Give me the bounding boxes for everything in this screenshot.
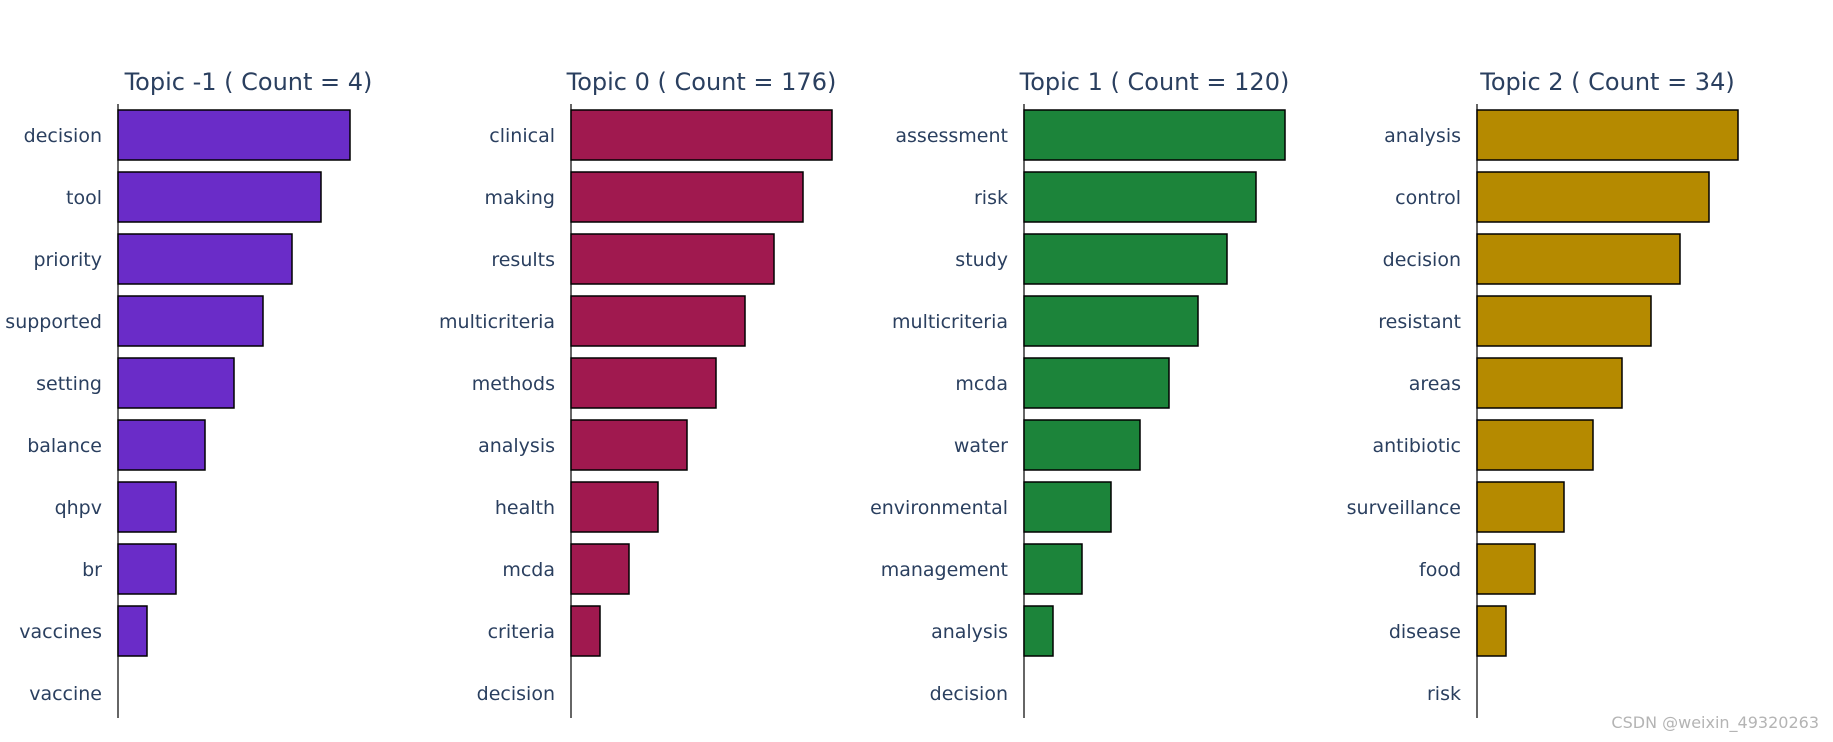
bar: [1476, 419, 1594, 471]
y-tick-label: health: [495, 497, 555, 519]
bar: [117, 357, 235, 409]
bar: [117, 419, 206, 471]
panel-title: Topic 2 ( Count = 34): [1479, 68, 1734, 96]
bar: [1023, 419, 1141, 471]
y-tick-label: qhpv: [55, 497, 102, 519]
y-tick-label: decision: [930, 683, 1008, 705]
y-tick-label: study: [955, 249, 1008, 271]
y-tick-label: setting: [36, 373, 102, 395]
panel-title: Topic 1 ( Count = 120): [1019, 68, 1290, 96]
y-tick-label: surveillance: [1347, 497, 1461, 519]
y-tick-label: criteria: [488, 621, 555, 643]
y-tick-label: management: [881, 559, 1008, 581]
bar: [1023, 171, 1257, 223]
y-tick-label: disease: [1389, 621, 1461, 643]
bar: [570, 605, 601, 657]
y-tick-label: environmental: [870, 497, 1008, 519]
y-tick-label: assessment: [895, 125, 1008, 147]
bar: [117, 109, 351, 161]
topic-panel-2: Topic 1 ( Count = 120) assessment risk stud…: [870, 68, 1289, 718]
y-tick-label: mcda: [955, 373, 1008, 395]
bar: [1476, 233, 1681, 285]
y-tick-label: clinical: [489, 125, 555, 147]
y-tick-label: water: [954, 435, 1008, 457]
bar: [570, 295, 746, 347]
bar: [570, 357, 717, 409]
y-tick-label: food: [1419, 559, 1461, 581]
y-tick-label: mcda: [502, 559, 555, 581]
bar: [570, 543, 630, 595]
y-tick-label: analysis: [931, 621, 1008, 643]
bar: [117, 543, 177, 595]
y-tick-label: decision: [477, 683, 555, 705]
bar: [1476, 481, 1565, 533]
bar: [117, 295, 264, 347]
bar: [570, 171, 804, 223]
bar: [117, 171, 322, 223]
y-tick-label: priority: [33, 249, 102, 271]
y-tick-label: resistant: [1378, 311, 1461, 333]
y-tick-label: balance: [27, 435, 102, 457]
y-tick-label: analysis: [478, 435, 555, 457]
y-tick-label: areas: [1409, 373, 1461, 395]
y-tick-label: risk: [974, 187, 1008, 209]
bar: [117, 233, 293, 285]
bar: [1476, 605, 1507, 657]
y-tick-label: analysis: [1384, 125, 1461, 147]
topic-panel-1: Topic 0 ( Count = 176) clinical making resu…: [439, 68, 836, 718]
y-tick-label: control: [1395, 187, 1461, 209]
y-tick-label: multicriteria: [892, 311, 1008, 333]
bar: [1023, 109, 1286, 161]
bar: [1023, 233, 1228, 285]
panel-title: Topic -1 ( Count = 4): [124, 68, 373, 96]
watermark: CSDN @weixin_49320263: [1611, 713, 1819, 732]
y-tick-label: multicriteria: [439, 311, 555, 333]
bar: [1476, 543, 1536, 595]
bar: [1476, 295, 1652, 347]
y-tick-label: methods: [472, 373, 555, 395]
bar: [1023, 543, 1083, 595]
bar: [1023, 295, 1199, 347]
panel-title: Topic 0 ( Count = 176): [566, 68, 837, 96]
y-tick-label: antibiotic: [1372, 435, 1461, 457]
y-tick-label: supported: [5, 311, 102, 333]
bar: [570, 481, 659, 533]
bar: [1476, 109, 1739, 161]
bar: [1476, 171, 1710, 223]
bar: [1023, 605, 1054, 657]
bar: [1023, 357, 1170, 409]
y-tick-label: vaccine: [29, 683, 102, 705]
topic-panel-3: Topic 2 ( Count = 34) analysis control deci…: [1347, 68, 1739, 718]
y-tick-label: results: [491, 249, 555, 271]
y-tick-label: risk: [1427, 683, 1461, 705]
bar: [1476, 357, 1623, 409]
bar: [570, 233, 775, 285]
topic-panel-0: Topic -1 ( Count = 4) decision tool priorit…: [5, 68, 372, 718]
y-tick-label: decision: [1383, 249, 1461, 271]
bar: [117, 481, 177, 533]
y-tick-label: decision: [24, 125, 102, 147]
bar: [1023, 481, 1112, 533]
bar: [117, 605, 148, 657]
y-tick-label: making: [484, 187, 555, 209]
bar: [570, 109, 833, 161]
y-tick-label: br: [82, 559, 102, 581]
bar: [570, 419, 688, 471]
y-tick-label: vaccines: [19, 621, 102, 643]
y-tick-label: tool: [66, 187, 102, 209]
